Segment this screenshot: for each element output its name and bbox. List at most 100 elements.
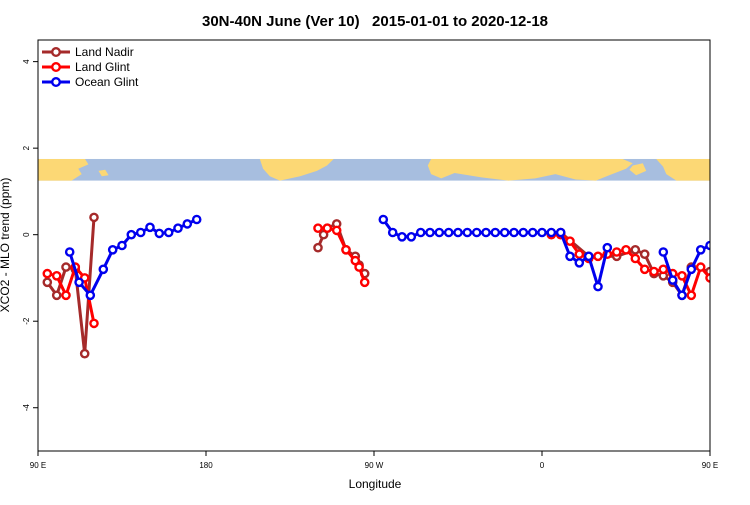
data-point-land-glint	[725, 320, 732, 327]
legend-item-land-glint: Land Glint	[42, 60, 130, 74]
data-point-ocean-glint	[695, 244, 706, 255]
data-point-land-glint	[341, 244, 351, 255]
map-land-6	[656, 159, 710, 181]
legend-marker	[51, 62, 62, 73]
data-point-ocean-glint	[686, 264, 697, 275]
data-point-ocean-glint	[593, 281, 603, 292]
data-point-ocean-glint	[173, 223, 183, 233]
x-axis-label: Longitude	[349, 477, 402, 491]
data-point-ocean-glint	[471, 227, 482, 238]
map-land-5	[629, 163, 647, 176]
data-point-ocean-glint	[378, 214, 389, 225]
data-point-ocean-glint	[453, 227, 463, 238]
x-tick-label: 90 E	[30, 461, 46, 470]
data-point-land-glint	[354, 262, 364, 272]
legend-item-land-nadir: Land Nadir	[42, 45, 134, 59]
data-point-ocean-glint	[490, 227, 501, 238]
map-land-3	[259, 159, 334, 181]
series-line-land-nadir	[559, 231, 710, 297]
data-point-ocean-glint	[462, 227, 473, 238]
data-point-land-nadir	[79, 348, 90, 359]
data-point-land-glint	[593, 251, 603, 262]
data-point-land-glint	[621, 244, 631, 255]
data-point-land-glint	[611, 247, 622, 257]
map-land-4	[427, 159, 633, 181]
chart-title: 30N-40N June (Ver 10) 2015-01-01 to 2020…	[202, 13, 548, 30]
map-land-1	[38, 159, 89, 181]
data-point-ocean-glint	[583, 251, 594, 262]
series-layer	[42, 212, 732, 359]
data-point-land-glint	[574, 249, 585, 259]
y-tick-label: 2	[22, 145, 31, 150]
data-point-ocean-glint	[565, 251, 575, 262]
data-point-land-glint	[686, 290, 697, 301]
data-point-ocean-glint	[98, 264, 109, 275]
data-point-land-glint	[331, 225, 342, 236]
data-point-ocean-glint	[397, 231, 407, 242]
data-point-land-glint	[313, 223, 323, 233]
data-point-ocean-glint	[658, 247, 669, 257]
data-point-land-glint	[322, 223, 333, 233]
data-point-ocean-glint	[406, 231, 417, 242]
data-point-ocean-glint	[135, 227, 146, 238]
data-point-ocean-glint	[518, 227, 529, 238]
data-point-ocean-glint	[107, 244, 118, 255]
data-point-ocean-glint	[481, 227, 491, 238]
data-point-land-glint	[359, 277, 370, 288]
legend-label: Land Nadir	[75, 45, 134, 59]
y-tick-label: -4	[22, 404, 31, 412]
data-point-ocean-glint	[182, 219, 193, 229]
data-point-ocean-glint	[537, 227, 547, 238]
data-point-land-glint	[658, 264, 669, 275]
legend-marker	[51, 76, 62, 87]
data-point-ocean-glint	[117, 240, 127, 251]
data-point-ocean-glint	[716, 231, 723, 238]
x-tick-label: 90 E	[702, 461, 718, 470]
data-point-land-glint	[716, 277, 723, 284]
data-point-land-nadir	[725, 214, 732, 221]
data-point-ocean-glint	[387, 227, 398, 238]
x-axis: 90 E 180 90 W 0 90 E	[30, 451, 718, 470]
data-point-ocean-glint	[74, 277, 84, 288]
data-point-ocean-glint	[163, 227, 174, 238]
y-axis-label: XCO2 - MLO trend (ppm)	[0, 178, 12, 313]
x-tick-label: 90 W	[365, 461, 384, 470]
data-point-ocean-glint	[64, 247, 75, 257]
data-point-ocean-glint	[415, 227, 426, 238]
y-tick-label: -2	[22, 317, 31, 325]
x-tick-label: 0	[540, 461, 545, 470]
map-land-2	[98, 169, 109, 177]
data-point-land-nadir	[630, 244, 641, 255]
data-point-ocean-glint	[667, 275, 678, 285]
data-point-ocean-glint	[145, 222, 155, 233]
legend-marker	[51, 47, 62, 58]
data-point-land-nadir	[716, 352, 723, 359]
data-point-ocean-glint	[527, 227, 538, 238]
series-land-nadir	[42, 212, 732, 359]
data-point-land-nadir	[89, 212, 99, 223]
data-point-ocean-glint	[499, 227, 510, 238]
data-point-land-glint	[630, 253, 641, 264]
y-axis: -4 -2 0 2 4	[22, 59, 38, 411]
data-point-ocean-glint	[705, 240, 710, 251]
data-point-land-glint	[695, 262, 706, 272]
data-point-ocean-glint	[443, 227, 454, 238]
data-point-land-nadir	[51, 290, 62, 301]
data-point-land-nadir	[61, 262, 71, 272]
series-ocean-glint	[64, 214, 723, 301]
data-point-land-glint	[649, 266, 659, 277]
data-point-ocean-glint	[602, 242, 613, 253]
data-point-ocean-glint	[574, 257, 585, 268]
data-point-land-glint	[705, 273, 710, 283]
data-point-land-nadir	[639, 249, 650, 259]
data-point-ocean-glint	[191, 214, 202, 225]
series-land-glint	[42, 223, 732, 329]
data-point-ocean-glint	[434, 227, 445, 238]
y-tick-label: 0	[22, 232, 31, 237]
data-point-land-glint	[61, 290, 71, 301]
data-point-land-glint	[42, 268, 53, 279]
data-point-ocean-glint	[425, 227, 435, 238]
